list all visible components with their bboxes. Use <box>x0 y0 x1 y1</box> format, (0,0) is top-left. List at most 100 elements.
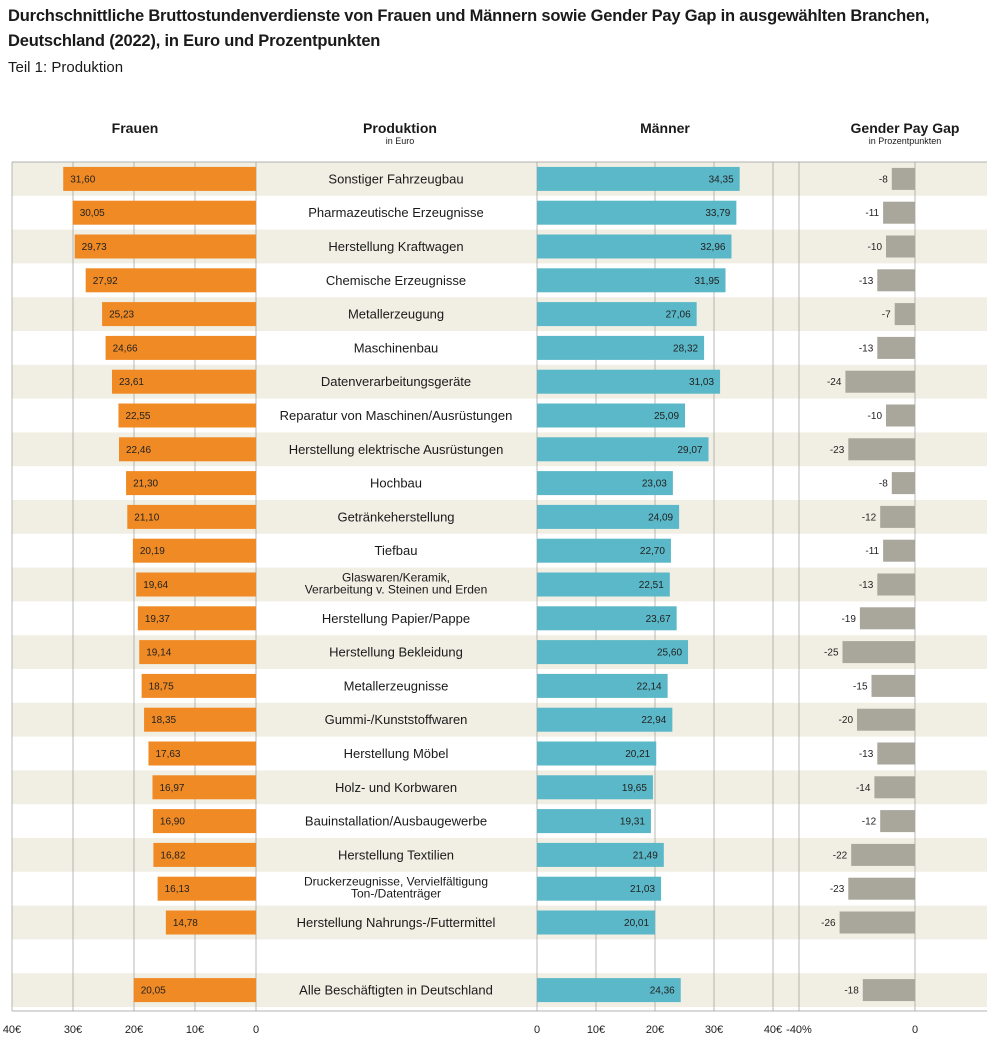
tick-label-frauen: 40€ <box>3 1024 21 1036</box>
chart-subtitle: Teil 1: Produktion <box>8 59 124 76</box>
bar-label-gap: -23 <box>830 445 845 456</box>
bar-label-gap: -12 <box>862 512 877 523</box>
bar-label-maenner: 19,65 <box>622 783 647 794</box>
bar-label-frauen: 14,78 <box>173 918 198 929</box>
category-label-line: Holz- und Korbwaren <box>335 780 457 795</box>
bar-label-frauen: 29,73 <box>82 242 107 253</box>
category-label: Alle Beschäftigten in Deutschland <box>299 983 493 998</box>
category-label: Herstellung Kraftwagen <box>328 239 463 254</box>
bar-maenner <box>537 606 677 631</box>
bar-gap <box>880 810 915 833</box>
bar-label-maenner: 20,21 <box>625 749 650 760</box>
category-label-line: Alle Beschäftigten in Deutschland <box>299 983 493 998</box>
bar-gap <box>839 911 915 934</box>
bar-label-maenner: 22,14 <box>637 681 662 692</box>
category-label-line: Chemische Erzeugnisse <box>326 273 466 288</box>
tick-label-maenner: 0 <box>534 1024 540 1036</box>
bars: 31,60 34,35 -8 Sonstiger Fahrzeugbau 30,05 33… <box>63 166 915 1003</box>
bar-maenner <box>537 809 651 834</box>
tick-label-maenner: 30€ <box>705 1024 723 1036</box>
bar-label-gap: -8 <box>879 479 888 490</box>
bar-frauen <box>165 910 256 935</box>
category-label-line: Bauinstallation/Ausbaugewerbe <box>305 814 487 829</box>
bar-label-frauen: 18,75 <box>149 681 174 692</box>
category-label-line: Glaswaren/Keramik, <box>342 571 450 585</box>
category-label-line: Tiefbau <box>375 543 418 558</box>
bar-gap <box>842 641 915 664</box>
category-label-line: Reparatur von Maschinen/Ausrüstungen <box>280 408 513 423</box>
bar-label-maenner: 22,94 <box>641 715 666 726</box>
bar-maenner <box>537 910 656 935</box>
bar-frauen <box>144 707 256 732</box>
bar-label-gap: -14 <box>856 783 871 794</box>
bar-frauen <box>137 606 256 631</box>
category-label: Holz- und Korbwaren <box>335 780 457 795</box>
bar-frauen <box>148 741 256 766</box>
bar-gap <box>871 674 915 697</box>
bar-gap <box>845 370 915 393</box>
category-label-line: Metallerzeugung <box>348 307 444 322</box>
bar-frauen <box>127 504 256 529</box>
bar-frauen <box>157 876 256 901</box>
category-label: Hochbau <box>370 476 422 491</box>
bar-gap <box>891 472 915 495</box>
bar-frauen <box>141 673 256 698</box>
category-label: Herstellung Papier/Pappe <box>322 611 470 626</box>
bar-label-maenner: 32,96 <box>700 242 725 253</box>
category-label: Getränkeherstellung <box>337 509 454 524</box>
bar-label-maenner: 25,60 <box>657 648 682 659</box>
header-maenner-label: Männer <box>640 120 690 136</box>
bar-gap <box>848 438 915 461</box>
bar-label-maenner: 29,07 <box>677 445 702 456</box>
bar-frauen <box>133 978 256 1003</box>
bar-maenner <box>537 876 662 901</box>
category-label: Metallerzeugnisse <box>344 678 449 693</box>
bar-label-gap: -22 <box>833 850 848 861</box>
category-label-line: Ton-/Datenträger <box>351 887 441 901</box>
bar-gap <box>862 979 915 1002</box>
bar-label-maenner: 20,01 <box>624 918 649 929</box>
bar-maenner <box>537 200 737 225</box>
category-label: Datenverarbeitungsgeräte <box>321 374 471 389</box>
category-label: Herstellung elektrische Ausrüstungen <box>289 442 504 457</box>
bar-maenner <box>537 234 732 259</box>
bar-label-frauen: 16,90 <box>160 817 185 828</box>
category-label-line: Druckerzeugnisse, Vervielfältigung <box>304 875 488 889</box>
bar-label-maenner: 31,95 <box>694 276 719 287</box>
bar-label-gap: -26 <box>821 918 836 929</box>
bar-label-gap: -19 <box>841 614 856 625</box>
bar-label-gap: -24 <box>827 377 842 388</box>
bar-label-gap: -23 <box>830 884 845 895</box>
bar-label-frauen: 19,64 <box>143 580 168 591</box>
bar-gap <box>886 235 915 258</box>
category-label-line: Herstellung Nahrungs-/Futtermittel <box>297 915 496 930</box>
bar-label-frauen: 16,82 <box>160 850 185 861</box>
tick-label-maenner: 40€ <box>764 1024 782 1036</box>
header-produktion-label: Produktion <box>363 120 437 136</box>
category-label-line: Verarbeitung v. Steinen und Erden <box>305 583 488 597</box>
bar-gap <box>877 742 915 765</box>
category-label: Sonstiger Fahrzeugbau <box>328 171 463 186</box>
category-label: Tiefbau <box>375 543 418 558</box>
category-label: Maschinenbau <box>354 340 439 355</box>
chart-title: Durchschnittliche Bruttostundenverdienst… <box>8 7 930 50</box>
tick-label-frauen: 10€ <box>186 1024 204 1036</box>
bar-label-maenner: 22,70 <box>640 546 665 557</box>
category-label-line: Getränkeherstellung <box>337 509 454 524</box>
bar-label-frauen: 20,19 <box>140 546 165 557</box>
bar-maenner <box>537 673 668 698</box>
bar-gap <box>877 269 915 292</box>
category-label: Druckerzeugnisse, Vervielfältigung Ton-/D… <box>304 875 488 901</box>
bar-frauen <box>102 302 256 327</box>
bar-gap <box>859 607 915 630</box>
category-label: Herstellung Möbel <box>344 746 449 761</box>
gridlines <box>11 161 987 1012</box>
tick-label-maenner: 10€ <box>587 1024 605 1036</box>
bar-label-frauen: 22,55 <box>125 411 150 422</box>
bar-label-gap: -25 <box>824 648 839 659</box>
bar-maenner <box>537 166 740 191</box>
header-frauen: Frauen <box>60 120 210 136</box>
tick-label-frauen: 20€ <box>125 1024 143 1036</box>
